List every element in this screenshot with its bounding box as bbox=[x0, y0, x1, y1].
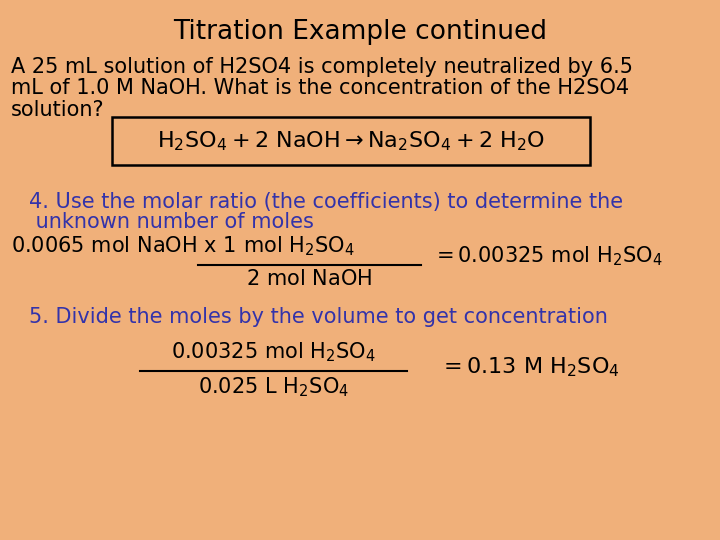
Text: $\mathrm{H_2SO_4 + 2\ NaOH \rightarrow Na_2SO_4 + 2\ H_2O}$: $\mathrm{H_2SO_4 + 2\ NaOH \rightarrow N… bbox=[157, 129, 545, 153]
Text: $\mathrm{= 0.13\ M\ H_2SO_4}$: $\mathrm{= 0.13\ M\ H_2SO_4}$ bbox=[439, 355, 620, 379]
Text: Titration Example continued: Titration Example continued bbox=[173, 19, 547, 45]
Text: $\mathrm{0.00325\ mol\ H_2SO_4}$: $\mathrm{0.00325\ mol\ H_2SO_4}$ bbox=[171, 340, 376, 364]
Text: 5. Divide the moles by the volume to get concentration: 5. Divide the moles by the volume to get… bbox=[29, 307, 608, 327]
Text: $\mathrm{2\ mol\ NaOH}$: $\mathrm{2\ mol\ NaOH}$ bbox=[246, 269, 373, 289]
FancyBboxPatch shape bbox=[112, 117, 590, 165]
Text: $\mathrm{0.0065\ mol\ NaOH\ x\ 1\ mol\ H_2SO_4}$: $\mathrm{0.0065\ mol\ NaOH\ x\ 1\ mol\ H… bbox=[11, 234, 354, 258]
Text: 4. Use the molar ratio (the coefficients) to determine the: 4. Use the molar ratio (the coefficients… bbox=[29, 192, 623, 212]
Text: unknown number of moles: unknown number of moles bbox=[29, 212, 314, 232]
Text: $\mathrm{0.025\ L\ H_2SO_4}$: $\mathrm{0.025\ L\ H_2SO_4}$ bbox=[198, 375, 349, 399]
Text: $\mathrm{= 0.00325\ mol\ H_2SO_4}$: $\mathrm{= 0.00325\ mol\ H_2SO_4}$ bbox=[432, 244, 662, 268]
Text: solution?: solution? bbox=[11, 100, 104, 120]
Text: mL of 1.0 M NaOH. What is the concentration of the H2SO4: mL of 1.0 M NaOH. What is the concentrat… bbox=[11, 78, 629, 98]
Text: A 25 mL solution of H2SO4 is completely neutralized by 6.5: A 25 mL solution of H2SO4 is completely … bbox=[11, 57, 633, 77]
